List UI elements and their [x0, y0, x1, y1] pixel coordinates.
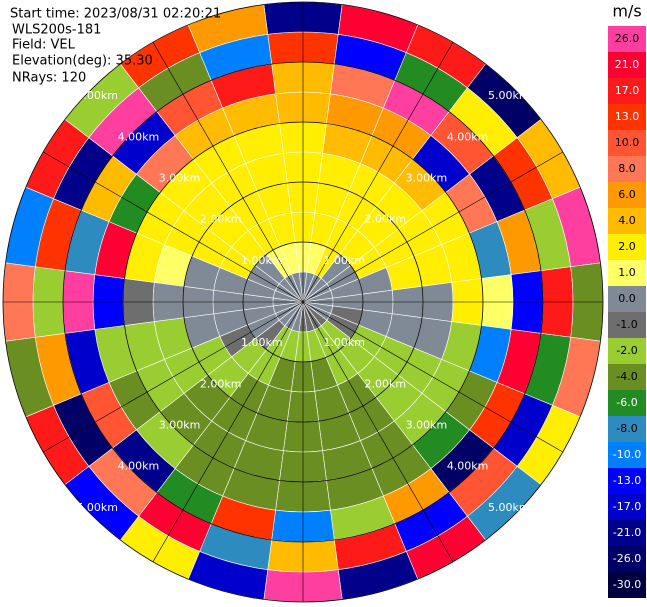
- colorbar-label: -10.0: [613, 448, 641, 461]
- spoke: [302, 301, 454, 562]
- colorbar: m/s 26.0 21.0 17.0 13.0 10.0 8.0 6.0 4.0 2.0 1.0 0.…: [608, 2, 646, 598]
- range-ring-label: 5.00km: [76, 89, 118, 102]
- range-ring-label: 3.00km: [159, 418, 201, 431]
- spoke: [302, 151, 563, 303]
- range-ring: [182, 181, 424, 423]
- colorbar-swatch: [608, 208, 646, 234]
- instrument: WLS200s-181: [12, 23, 101, 38]
- spoke: [152, 42, 304, 303]
- colorbar-swatch: [608, 338, 646, 364]
- colorbar-label: 4.0: [618, 214, 636, 227]
- colorbar-label: 0.0: [618, 292, 636, 305]
- ppi-plot: 1.00km 1.00km 1.00km 1.00km 2.00km 2.00km 2.00…: [2, 1, 604, 603]
- colorbar-label: 13.0: [615, 110, 640, 123]
- nrays: NRays: 120: [12, 71, 86, 86]
- colorbar-label: -13.0: [613, 474, 641, 487]
- colorbar-label: 1.0: [618, 266, 636, 279]
- colorbar-swatch: [608, 260, 646, 286]
- colorbar-label: -26.0: [613, 552, 641, 565]
- colorbar-swatch: [608, 78, 646, 104]
- colorbar-swatch: [608, 572, 646, 598]
- colorbar-swatch: [608, 130, 646, 156]
- range-ring-label: 1.00km: [241, 336, 283, 349]
- colorbar-label: -8.0: [616, 422, 637, 435]
- colorbar-swatch: [608, 494, 646, 520]
- colorbar-swatch: [608, 416, 646, 442]
- range-ring-label: 4.00km: [118, 460, 160, 473]
- colorbar-label: 26.0: [615, 32, 640, 45]
- colorbar-swatch: [608, 182, 646, 208]
- colorbar-swatch: [608, 468, 646, 494]
- range-ring-label: 3.00km: [406, 172, 448, 185]
- colorbar-label: -21.0: [613, 526, 641, 539]
- spoke: [43, 151, 304, 303]
- colorbar-label: -1.0: [616, 318, 637, 331]
- spoke: [152, 301, 304, 562]
- elevation: Elevation(deg): 35.30: [12, 54, 153, 69]
- range-ring-label: 3.00km: [159, 172, 201, 185]
- colorbar-label: -2.0: [616, 344, 637, 357]
- colorbar-swatch: [608, 234, 646, 260]
- start-time: Start time: 2023/08/31 02:20:21: [10, 7, 221, 22]
- colorbar-swatch: [608, 390, 646, 416]
- spoke: [43, 301, 304, 453]
- colorbar-swatch: [608, 156, 646, 182]
- colorbar-label: -17.0: [613, 500, 641, 513]
- colorbar-swatch: [608, 312, 646, 338]
- range-ring-label: 4.00km: [447, 460, 489, 473]
- colorbar-swatch: [608, 52, 646, 78]
- colorbar-label: 17.0: [615, 84, 640, 97]
- colorbar-label: 10.0: [615, 136, 640, 149]
- field: Field: VEL: [12, 38, 76, 53]
- colorbar-label: -4.0: [616, 370, 637, 383]
- range-ring: [122, 121, 484, 483]
- range-ring-label: 3.00km: [406, 418, 448, 431]
- range-ring: [242, 241, 364, 363]
- range-ring: [62, 61, 544, 543]
- colorbar-swatch: [608, 26, 646, 52]
- colorbar-label: 8.0: [618, 162, 636, 175]
- range-ring-label: 5.00km: [488, 89, 530, 102]
- range-ring: [2, 1, 604, 603]
- range-ring-label: 2.00km: [365, 377, 407, 390]
- colorbar-label: -6.0: [616, 396, 637, 409]
- colorbar-swatch: [608, 520, 646, 546]
- range-ring-label: 4.00km: [118, 130, 160, 143]
- colorbar-swatch: [608, 104, 646, 130]
- colorbar-title: m/s: [612, 2, 641, 21]
- colorbar-label: 6.0: [618, 188, 636, 201]
- range-ring-label: 2.00km: [365, 213, 407, 226]
- spoke: [302, 301, 563, 453]
- range-ring-label: 4.00km: [447, 130, 489, 143]
- range-ring-label: 5.00km: [76, 501, 118, 514]
- range-ring-label: 2.00km: [200, 377, 242, 390]
- spoke: [302, 42, 454, 303]
- range-ring-label: 5.00km: [488, 501, 530, 514]
- range-ring-label: 1.00km: [323, 254, 365, 267]
- range-ring-label: 1.00km: [241, 254, 283, 267]
- colorbar-swatch: [608, 364, 646, 390]
- colorbar-label: 2.0: [618, 240, 636, 253]
- colorbar-label: -30.0: [613, 578, 641, 591]
- colorbar-swatch: [608, 546, 646, 572]
- range-ring-label: 1.00km: [323, 336, 365, 349]
- range-ring-label: 2.00km: [200, 213, 242, 226]
- colorbar-swatch: [608, 442, 646, 468]
- colorbar-label: 21.0: [615, 58, 640, 71]
- colorbar-swatch: [608, 286, 646, 312]
